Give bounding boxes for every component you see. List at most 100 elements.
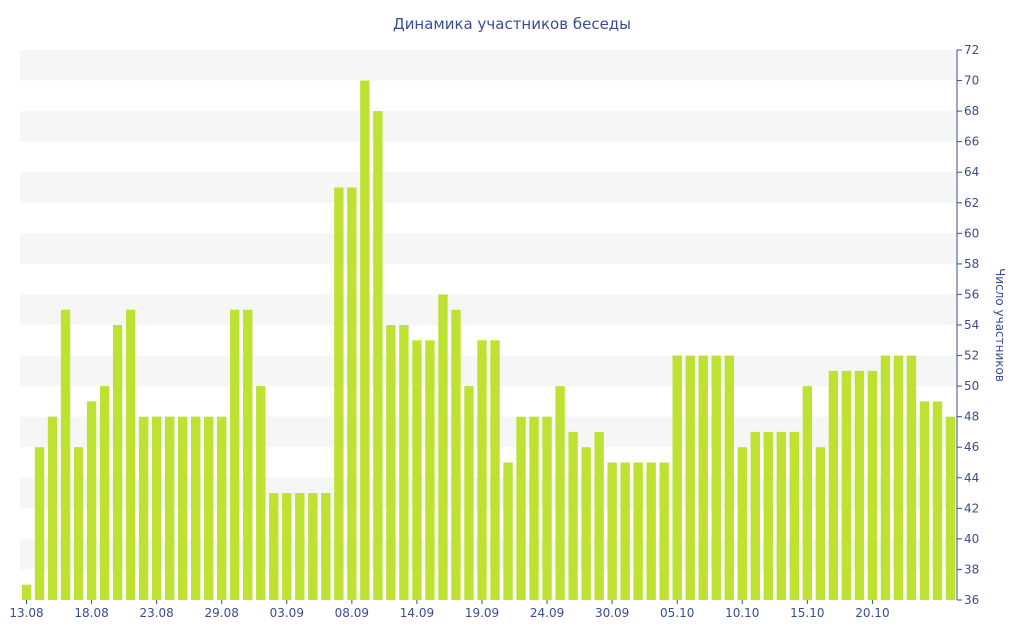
bar (438, 294, 448, 600)
bar (516, 416, 526, 600)
bar (841, 370, 852, 600)
y-tick-label: 56 (964, 287, 979, 301)
y-tick-label: 36 (964, 593, 979, 607)
bar (685, 355, 695, 600)
y-tick-label: 58 (964, 257, 979, 271)
bar (646, 462, 656, 600)
bar (776, 431, 786, 600)
bar (386, 325, 396, 600)
bar (73, 447, 84, 600)
bar (347, 187, 357, 600)
bar (529, 416, 539, 600)
bar (867, 370, 878, 600)
y-tick-label: 46 (964, 440, 979, 454)
bar (555, 386, 565, 600)
x-axis-ticks: 13.08 18.08 23.08 29.08 03.09 08.09 14.09 19.09… (9, 600, 890, 620)
bar (125, 309, 136, 600)
bar (47, 416, 58, 600)
grid-band (20, 355, 957, 387)
bar (503, 462, 513, 600)
bar (724, 355, 734, 600)
bar (542, 416, 552, 600)
bar (256, 386, 266, 600)
x-tick-label: 10.10 (725, 606, 759, 620)
x-tick-label: 23.08 (139, 606, 173, 620)
x-tick-label: 19.09 (465, 606, 499, 620)
bar (464, 386, 474, 600)
x-tick-label: 15.10 (790, 606, 824, 620)
bar (21, 584, 32, 600)
bar (711, 355, 721, 600)
bar (659, 462, 669, 600)
bar (880, 355, 891, 600)
y-axis-ticks: 36 38 40 42 44 46 48 50 52 54 56 58 60 62 64 66 68 70 72 (956, 43, 979, 607)
bar (360, 80, 370, 600)
x-tick-label: 18.08 (74, 606, 108, 620)
bar (177, 416, 188, 600)
bar (698, 355, 708, 600)
bar (295, 493, 305, 600)
bar (412, 340, 422, 600)
x-tick-label: 03.09 (270, 606, 304, 620)
bar (308, 493, 318, 600)
bar (399, 325, 409, 600)
chart-title: Динамика участников беседы (393, 15, 631, 33)
x-tick-label: 29.08 (205, 606, 239, 620)
bar (490, 340, 500, 600)
bar (151, 416, 162, 600)
grid-band (20, 416, 957, 448)
grid-band (20, 172, 957, 203)
grid-band (20, 233, 957, 264)
bar (802, 386, 813, 600)
y-tick-label: 68 (964, 104, 979, 118)
bar (86, 401, 97, 600)
bar (620, 462, 630, 600)
x-tick-label: 24.09 (530, 606, 564, 620)
bars (21, 80, 956, 601)
bar (99, 386, 110, 600)
bar (191, 416, 201, 600)
grid-bands (20, 50, 957, 570)
bar (633, 462, 643, 600)
bar (217, 416, 227, 600)
bar (230, 309, 240, 600)
y-tick-label: 42 (964, 501, 979, 515)
bar (568, 431, 578, 600)
grid-band (20, 538, 957, 570)
bar (373, 111, 383, 601)
y-tick-label: 40 (964, 532, 979, 546)
bar (477, 340, 487, 600)
bar (919, 401, 930, 600)
bar (321, 493, 331, 600)
bar (34, 447, 45, 600)
bar (750, 431, 760, 600)
bar (282, 493, 292, 600)
grid-band (20, 111, 957, 142)
x-tick-label: 13.08 (9, 606, 43, 620)
y-tick-label: 70 (964, 74, 979, 88)
bar (581, 447, 591, 600)
grid-band (20, 477, 957, 509)
x-tick-label: 05.10 (660, 606, 694, 620)
y-tick-label: 64 (964, 165, 979, 179)
bar (60, 309, 71, 600)
grid-band (20, 50, 957, 81)
bar (815, 447, 826, 600)
y-tick-label: 62 (964, 196, 979, 210)
bar (204, 416, 214, 600)
y-tick-label: 72 (964, 43, 979, 57)
bar (164, 416, 175, 600)
bar (932, 401, 943, 600)
bar (334, 187, 344, 600)
y-tick-label: 52 (964, 349, 979, 363)
y-tick-label: 50 (964, 379, 979, 393)
bar (243, 309, 253, 600)
y-tick-label: 48 (964, 410, 979, 424)
y-axis-label: Число участников (993, 268, 1007, 382)
bar (945, 416, 956, 600)
bar (138, 416, 149, 600)
y-tick-label: 44 (964, 471, 979, 485)
x-tick-label: 14.09 (400, 606, 434, 620)
bar (789, 431, 800, 600)
